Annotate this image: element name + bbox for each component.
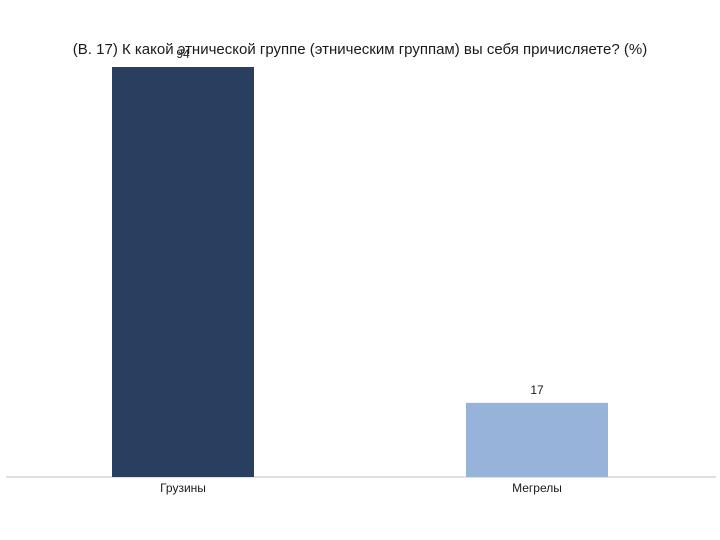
chart-title: (В. 17) К какой этнической группе (этнич… xyxy=(72,41,648,58)
data-label-2: 17 xyxy=(530,383,544,397)
bar-1 xyxy=(112,67,254,477)
category-label-2: Мегрелы xyxy=(512,481,562,495)
bar-2 xyxy=(466,402,608,477)
data-label-1: 94 xyxy=(176,47,190,61)
category-label-1: Грузины xyxy=(160,481,206,495)
